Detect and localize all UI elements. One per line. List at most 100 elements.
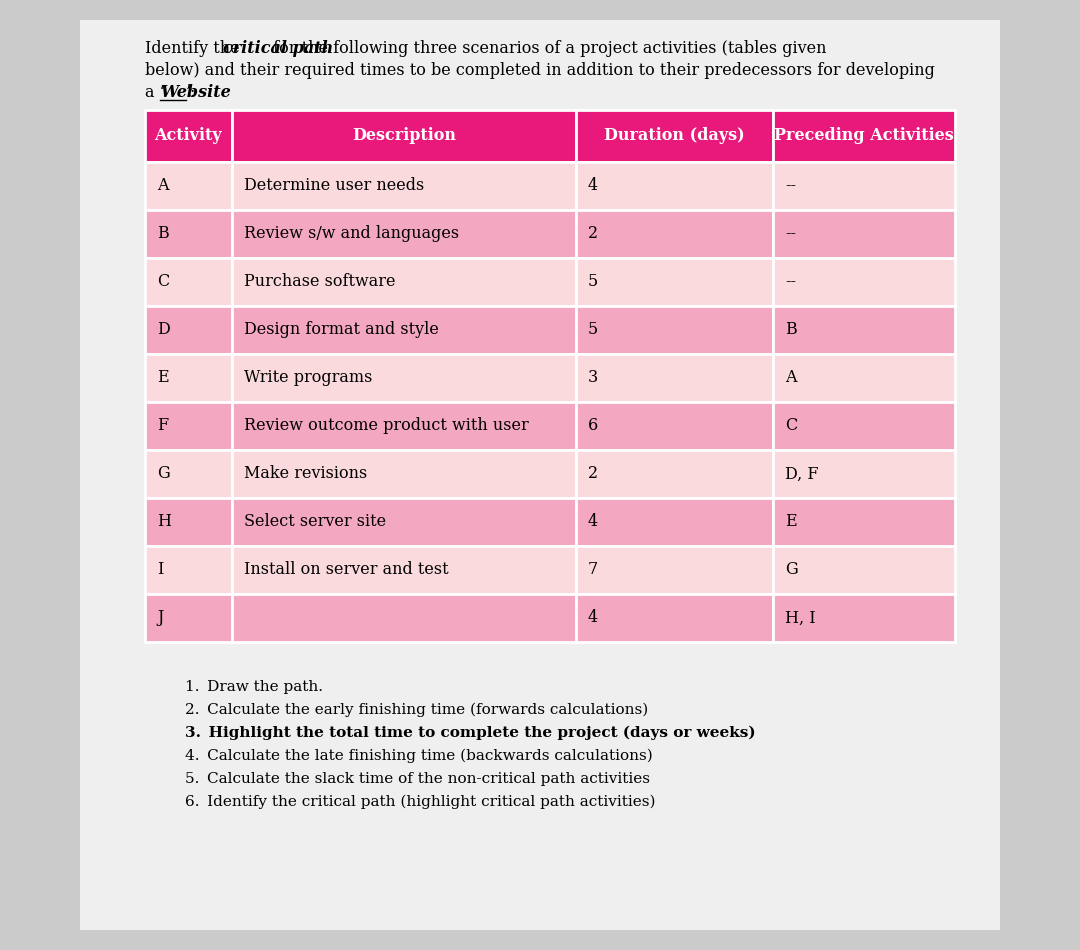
- Bar: [145, 402, 232, 450]
- Text: critical path: critical path: [222, 40, 334, 57]
- Text: Write programs: Write programs: [244, 370, 372, 387]
- Bar: [232, 594, 576, 642]
- Text: --: --: [785, 225, 796, 242]
- Text: E: E: [785, 514, 796, 530]
- Bar: [145, 546, 232, 594]
- Bar: [145, 162, 232, 210]
- Bar: [145, 594, 232, 642]
- Bar: [576, 258, 773, 306]
- Text: 1. Draw the path.: 1. Draw the path.: [185, 680, 323, 694]
- Text: Activity: Activity: [154, 127, 222, 144]
- Text: G: G: [785, 561, 797, 579]
- Text: I: I: [157, 561, 163, 579]
- Bar: [773, 354, 955, 402]
- Bar: [232, 402, 576, 450]
- Bar: [145, 306, 232, 354]
- Text: D: D: [157, 321, 170, 338]
- Text: C: C: [157, 274, 170, 291]
- Bar: [773, 498, 955, 546]
- Bar: [576, 306, 773, 354]
- Bar: [576, 162, 773, 210]
- Text: E: E: [157, 370, 168, 387]
- Text: D, F: D, F: [785, 466, 819, 483]
- Text: J: J: [157, 610, 163, 626]
- Bar: [576, 450, 773, 498]
- Text: 5: 5: [588, 321, 598, 338]
- Bar: [576, 210, 773, 258]
- Text: 5: 5: [588, 274, 598, 291]
- Bar: [773, 594, 955, 642]
- Text: for the following three scenarios of a project activities (tables given: for the following three scenarios of a p…: [268, 40, 827, 57]
- Bar: [576, 110, 773, 162]
- Bar: [773, 402, 955, 450]
- Bar: [773, 110, 955, 162]
- Bar: [576, 546, 773, 594]
- Text: C: C: [785, 417, 797, 434]
- Text: 5. Calculate the slack time of the non-critical path activities: 5. Calculate the slack time of the non-c…: [185, 772, 650, 786]
- Bar: [773, 450, 955, 498]
- Text: 3: 3: [588, 370, 598, 387]
- Text: Duration (days): Duration (days): [604, 127, 744, 144]
- Text: Select server site: Select server site: [244, 514, 386, 530]
- Text: ’:: ’:: [186, 84, 195, 101]
- Bar: [232, 210, 576, 258]
- Bar: [576, 498, 773, 546]
- Bar: [232, 354, 576, 402]
- Bar: [576, 594, 773, 642]
- Bar: [145, 498, 232, 546]
- Bar: [773, 306, 955, 354]
- Text: Install on server and test: Install on server and test: [244, 561, 448, 579]
- Bar: [773, 162, 955, 210]
- Text: below) and their required times to be completed in addition to their predecessor: below) and their required times to be co…: [145, 62, 935, 79]
- Bar: [145, 450, 232, 498]
- Text: Review outcome product with user: Review outcome product with user: [244, 417, 528, 434]
- Bar: [232, 498, 576, 546]
- Bar: [145, 354, 232, 402]
- Text: H, I: H, I: [785, 610, 815, 626]
- Text: F: F: [157, 417, 168, 434]
- Bar: [232, 546, 576, 594]
- Text: 6: 6: [588, 417, 598, 434]
- Text: Website: Website: [160, 84, 231, 101]
- Text: Make revisions: Make revisions: [244, 466, 367, 483]
- Text: Review s/w and languages: Review s/w and languages: [244, 225, 459, 242]
- Text: Preceding Activities: Preceding Activities: [774, 127, 954, 144]
- Text: A: A: [785, 370, 796, 387]
- Text: 2: 2: [588, 466, 598, 483]
- Bar: [576, 402, 773, 450]
- Text: B: B: [785, 321, 797, 338]
- Text: 4: 4: [588, 514, 598, 530]
- Text: 3. Highlight the total time to complete the project (days or weeks): 3. Highlight the total time to complete …: [185, 726, 756, 740]
- Text: 4. Calculate the late finishing time (backwards calculations): 4. Calculate the late finishing time (ba…: [185, 749, 652, 764]
- Bar: [773, 210, 955, 258]
- Bar: [576, 354, 773, 402]
- Text: Design format and style: Design format and style: [244, 321, 438, 338]
- Text: A: A: [157, 178, 168, 195]
- Text: Description: Description: [352, 127, 456, 144]
- Text: a ‘: a ‘: [145, 84, 165, 101]
- Text: Purchase software: Purchase software: [244, 274, 395, 291]
- Bar: [145, 110, 232, 162]
- Bar: [232, 306, 576, 354]
- Text: 2. Calculate the early finishing time (forwards calculations): 2. Calculate the early finishing time (f…: [185, 703, 648, 717]
- Bar: [80, 20, 1000, 930]
- Text: --: --: [785, 178, 796, 195]
- Text: 2: 2: [588, 225, 598, 242]
- Text: G: G: [157, 466, 170, 483]
- Bar: [232, 258, 576, 306]
- Text: Determine user needs: Determine user needs: [244, 178, 424, 195]
- Bar: [773, 258, 955, 306]
- Text: 4: 4: [588, 610, 598, 626]
- Bar: [773, 546, 955, 594]
- Text: 4: 4: [588, 178, 598, 195]
- Text: --: --: [785, 274, 796, 291]
- Text: B: B: [157, 225, 168, 242]
- Text: 6. Identify the critical path (highlight critical path activities): 6. Identify the critical path (highlight…: [185, 795, 656, 809]
- Text: H: H: [157, 514, 171, 530]
- Bar: [232, 162, 576, 210]
- Bar: [232, 450, 576, 498]
- Bar: [145, 210, 232, 258]
- Bar: [145, 258, 232, 306]
- Text: Identify the: Identify the: [145, 40, 245, 57]
- Bar: [232, 110, 576, 162]
